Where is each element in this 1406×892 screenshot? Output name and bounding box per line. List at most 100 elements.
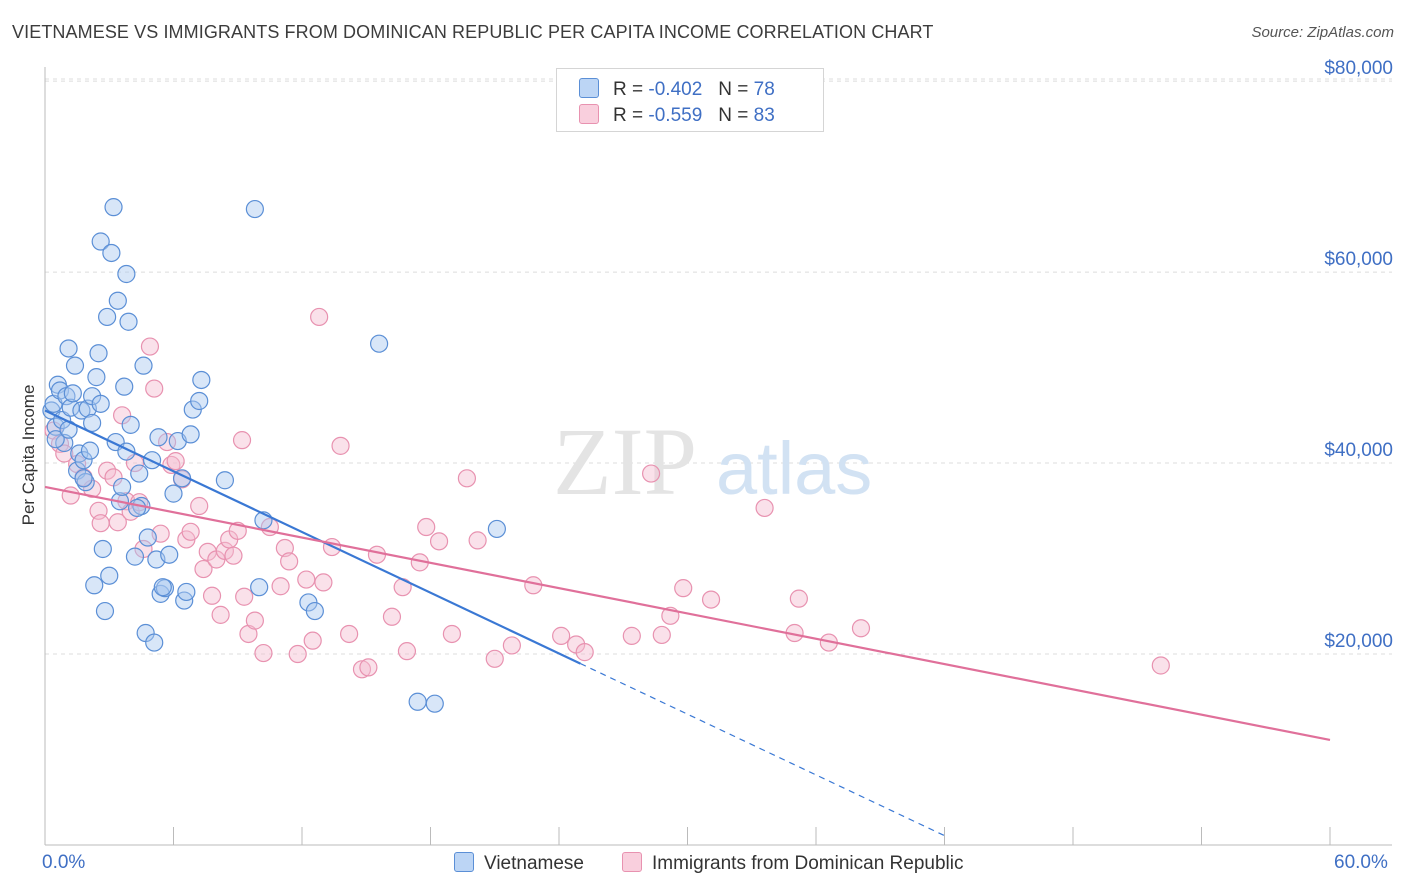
point-vietnamese [87,368,106,387]
point-vietnamese [138,528,157,547]
point-vietnamese [145,633,164,652]
legend-swatch-pink [579,104,599,124]
point-dominican [108,513,127,532]
legend-row-vietnamese: R = -0.402 N = 78 [579,78,775,100]
y-tick-label: $60,000 [1324,249,1393,270]
x-axis-min-label: 0.0% [42,852,86,873]
x-axis-max-label: 60.0% [1334,852,1388,873]
point-dominican [622,626,641,645]
point-dominican [755,498,774,518]
point-dominican [202,586,222,605]
legend-swatch-blue [579,78,599,98]
point-vietnamese [408,692,427,711]
point-vietnamese [149,428,168,447]
point-dominican [367,545,387,564]
bottom-legend-vietnamese: Vietnamese [454,852,584,875]
point-vietnamese [117,264,136,284]
point-dominican [232,431,252,450]
point-dominican [254,643,273,663]
point-dominican [359,658,378,677]
chart-title: VIETNAMESE VS IMMIGRANTS FROM DOMINICAN … [12,22,934,42]
point-dominican [275,538,294,558]
point-dominican [429,532,449,551]
legend-n-label: N = [718,105,749,126]
point-dominican [145,379,164,398]
legend: R = -0.402 N = 78 R = -0.559 N = 83 [556,68,824,132]
point-dominican [417,517,436,537]
point-vietnamese [72,401,91,420]
gridlines [45,78,1392,655]
point-dominican [552,626,571,645]
point-vietnamese [112,477,132,497]
legend-r-label: R = [613,105,644,126]
legend-row-dominican: R = -0.559 N = 83 [579,104,775,126]
point-vietnamese [104,198,123,217]
point-vietnamese [487,519,506,539]
blue-points [42,198,506,713]
y-tick-label: $40,000 [1324,440,1393,461]
point-vietnamese [80,441,100,460]
point-vietnamese [74,469,93,488]
point-vietnamese [130,464,149,483]
bottom-legend-dominican: Immigrants from Dominican Republic [622,852,964,875]
trend-line-vietnamese [44,409,581,665]
point-vietnamese [127,498,147,518]
trend-line-dominican [44,485,1331,742]
point-dominican [352,660,372,679]
point-vietnamese [102,243,121,263]
point-vietnamese [83,413,102,433]
point-dominican [310,307,329,327]
point-dominican [235,587,254,606]
point-dominican [340,624,359,644]
y-axis-label: Per Capita Income [19,385,38,526]
point-vietnamese [91,232,110,251]
point-vietnamese [250,578,269,597]
point-dominican [297,570,316,589]
point-dominican [303,631,322,650]
point-dominican [397,642,417,661]
point-dominican [55,444,74,463]
bottom-legend-swatch-pink [622,852,642,872]
source-label: Source: ZipAtlas.com [1251,24,1394,41]
legend-n-value-dominican: 83 [753,105,775,126]
point-vietnamese [115,377,134,396]
trend-line-vietnamese-extension [580,663,945,837]
watermark-zip: ZIP [553,408,697,515]
point-dominican [181,522,200,541]
point-dominican [851,619,871,638]
point-vietnamese [181,425,200,444]
point-dominican [224,546,243,565]
point-dominican [288,644,307,664]
point-vietnamese [134,356,153,375]
bottom-legend: Vietnamese Immigrants from Dominican Rep… [0,852,1406,878]
point-dominican [245,611,264,630]
legend-n-label: N = [718,79,749,100]
point-dominican [575,643,594,662]
point-dominican [140,337,160,356]
point-dominican [502,636,521,655]
bottom-legend-label-vietnamese: Vietnamese [484,853,584,874]
trend-lines [44,409,1331,837]
point-vietnamese [100,566,119,585]
point-dominican [194,559,213,579]
point-dominican [468,531,487,550]
point-vietnamese [85,576,104,595]
point-dominican [641,464,661,483]
point-vietnamese [160,545,179,564]
point-vietnamese [215,471,234,490]
point-dominican [1151,656,1170,675]
point-dominican [280,552,299,571]
point-vietnamese [55,433,74,453]
point-vietnamese [59,339,78,358]
point-vietnamese [74,451,93,470]
point-dominican [652,625,671,645]
point-dominican [91,514,110,533]
axes [44,67,1392,846]
point-dominican [215,541,234,560]
legend-r-value-dominican: -0.559 [648,105,703,126]
point-dominican [331,436,350,455]
point-vietnamese [370,334,389,353]
point-dominican [789,589,808,608]
point-vietnamese [93,539,112,559]
point-vietnamese [46,430,65,449]
